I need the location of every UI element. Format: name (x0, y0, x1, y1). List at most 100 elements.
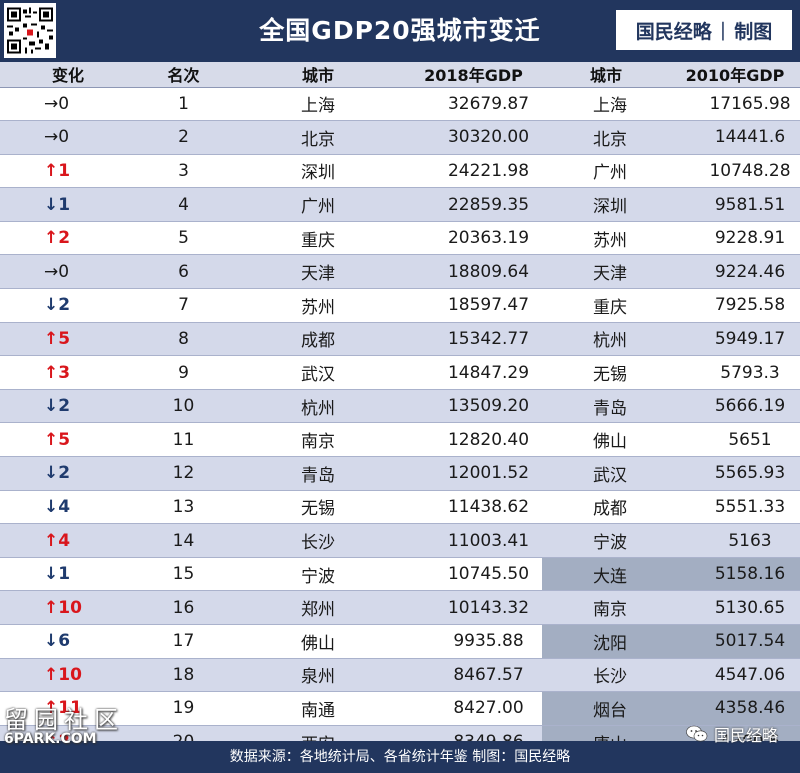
table-row: ↑3 9 武汉 14847.29 无锡 5793.3 (0, 355, 800, 390)
change-cell: ↑2 (0, 221, 136, 256)
gdp-2010-cell: 5017.54 (670, 624, 800, 659)
rank-cell: 6 (136, 254, 231, 290)
gdp-2010-cell: 10748.28 (670, 154, 800, 189)
brand-tag: 国民经略 | 制图 (616, 10, 792, 50)
wechat-label: 国民经略 (713, 726, 778, 745)
page-title: 全国GDP20强城市变迁 (259, 16, 541, 45)
gdp-2010-cell: 9224.46 (670, 254, 800, 290)
city-2010-cell: 上海 (542, 87, 670, 122)
rank-cell: 15 (136, 557, 231, 592)
gdp-2010-cell: 5565.93 (670, 456, 800, 491)
gdp-2018-cell: 24221.98 (405, 154, 542, 189)
change-cell: ↓1 (0, 557, 136, 592)
gdp-2018-cell: 9935.88 (405, 624, 542, 659)
rank-change-value: ↓2 (44, 463, 71, 484)
gdp-2010-cell: 5158.16 (670, 557, 800, 592)
rank-change-value: ↓2 (44, 295, 71, 316)
change-cell: ↑5 (0, 422, 136, 458)
table-row: →0 6 天津 18809.64 天津 9224.46 (0, 254, 800, 290)
change-cell: ↑10 (0, 658, 136, 693)
rank-change-value: ↑11 (44, 698, 82, 719)
table-row: ↑1 3 深圳 24221.98 广州 10748.28 (0, 154, 800, 189)
change-cell: ↓6 (0, 624, 136, 659)
table-row: ↑11 19 南通 8427.00 烟台 4358.46 (0, 691, 800, 726)
gdp-2010-cell: 5130.65 (670, 590, 800, 625)
city-2010-cell: 杭州 (542, 322, 670, 357)
column-header: 名次 (136, 62, 231, 88)
change-cell: ↓1 (0, 187, 136, 222)
rank-cell: 16 (136, 590, 231, 625)
city-2010-cell: 青岛 (542, 389, 670, 424)
city-2010-cell: 无锡 (542, 355, 670, 390)
city-2010-cell: 苏州 (542, 221, 670, 256)
change-cell: →0 (0, 254, 136, 290)
gdp-2018-cell: 11438.62 (405, 490, 542, 525)
city-2010-cell: 佛山 (542, 422, 670, 458)
rank-change-value: ↓2 (44, 396, 71, 417)
rank-change-value: ↓1 (44, 194, 71, 215)
change-cell: ↑1 (0, 154, 136, 189)
gdp-2010-cell: 5793.3 (670, 355, 800, 390)
gdp-2018-cell: 8467.57 (405, 658, 542, 693)
change-cell: ↑4 (0, 523, 136, 558)
wechat-icon (686, 725, 708, 742)
table-row: ↓2 7 苏州 18597.47 重庆 7925.58 (0, 288, 800, 323)
rank-cell: 5 (136, 221, 231, 256)
rank-change-value: ↑10 (44, 664, 82, 685)
change-cell: →0 (0, 87, 136, 122)
city-2018-cell: 长沙 (231, 523, 405, 558)
brand-separator: | (719, 19, 727, 41)
rank-cell: 3 (136, 154, 231, 189)
city-2010-cell: 天津 (542, 254, 670, 290)
rank-change-value: →0 (44, 261, 70, 282)
city-2010-cell: 烟台 (542, 691, 670, 726)
rank-cell: 7 (136, 288, 231, 323)
table-row: ↓4 13 无锡 11438.62 成都 5551.33 (0, 490, 800, 525)
column-header: 2018年GDP (405, 62, 542, 88)
gdp-2018-cell: 15342.77 (405, 322, 542, 357)
gdp-table: 变化 名次 城市 2018年GDP 城市 2010年GDP →0 1 上海 32679… (0, 62, 800, 760)
table-row: ↑5 8 成都 15342.77 杭州 5949.17 (0, 322, 800, 357)
city-2018-cell: 宁波 (231, 557, 405, 592)
gdp-2018-cell: 10745.50 (405, 557, 542, 592)
column-header: 变化 (0, 62, 136, 88)
change-cell: ↑5 (0, 322, 136, 357)
change-cell: ↓2 (0, 456, 136, 491)
table-row: ↑2 5 重庆 20363.19 苏州 9228.91 (0, 221, 800, 256)
city-2018-cell: 上海 (231, 87, 405, 122)
change-cell: ↑3 (0, 355, 136, 390)
qr-code-icon (7, 7, 53, 54)
column-header: 城市 (542, 62, 670, 88)
rank-change-value: ↓4 (44, 496, 71, 517)
city-2010-cell: 沈阳 (542, 624, 670, 659)
rank-cell: 9 (136, 355, 231, 390)
city-2010-cell: 武汉 (542, 456, 670, 491)
change-cell: ↓2 (0, 389, 136, 424)
gdp-2018-cell: 12001.52 (405, 456, 542, 491)
city-2010-cell: 深圳 (542, 187, 670, 222)
gdp-2010-cell: 5666.19 (670, 389, 800, 424)
gdp-2010-cell: 5551.33 (670, 490, 800, 525)
brand-name: 国民经略 (635, 20, 712, 43)
city-2010-cell: 大连 (542, 557, 670, 592)
city-2018-cell: 成都 (231, 322, 405, 357)
table-row: ↑5 11 南京 12820.40 佛山 5651 (0, 422, 800, 458)
gdp-2010-cell: 5651 (670, 422, 800, 458)
change-cell: ↑11 (0, 691, 136, 726)
gdp-2010-cell: 9228.91 (670, 221, 800, 256)
rank-change-value: ↑3 (44, 362, 71, 383)
city-2018-cell: 天津 (231, 254, 405, 290)
gdp-2018-cell: 18597.47 (405, 288, 542, 323)
gdp-2018-cell: 22859.35 (405, 187, 542, 222)
city-2010-cell: 广州 (542, 154, 670, 189)
rank-change-value: →0 (44, 93, 70, 114)
gdp-2010-cell: 14441.6 (670, 120, 800, 155)
gdp-2018-cell: 18809.64 (405, 254, 542, 290)
city-2010-cell: 长沙 (542, 658, 670, 693)
gdp-2018-cell: 11003.41 (405, 523, 542, 558)
table-header-row: 变化 名次 城市 2018年GDP 城市 2010年GDP (0, 62, 800, 88)
table-row: ↓6 17 佛山 9935.88 沈阳 5017.54 (0, 624, 800, 659)
gdp-2018-cell: 13509.20 (405, 389, 542, 424)
city-2018-cell: 深圳 (231, 154, 405, 189)
rank-cell: 8 (136, 322, 231, 357)
